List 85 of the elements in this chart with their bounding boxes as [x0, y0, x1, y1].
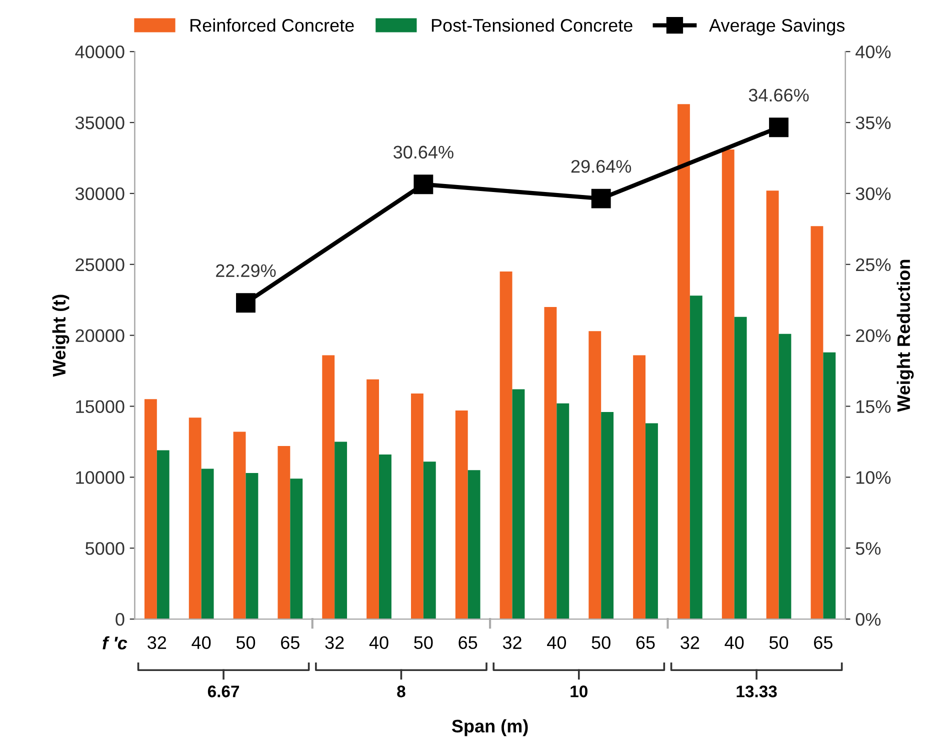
bar: [633, 355, 646, 620]
y2-tick-label: 35%: [856, 116, 891, 130]
x-tick-label: 50: [769, 636, 788, 650]
x-tick-label: 40: [724, 636, 744, 650]
bar: [144, 399, 157, 620]
x-tick-label: 32: [325, 636, 344, 650]
bar: [188, 418, 202, 620]
x-tick-label: 40: [547, 636, 566, 650]
bar: [823, 352, 836, 620]
bar: [379, 454, 392, 620]
legend-label: Reinforced Concrete: [190, 18, 354, 32]
text: 13.33: [736, 686, 777, 698]
y-tick-label: 10000: [76, 471, 124, 484]
y-tick-label: 40000: [75, 46, 124, 58]
y-tick-label: 0: [116, 613, 124, 626]
y2-tick-label: 5%: [856, 542, 881, 555]
bar: [156, 450, 170, 620]
x-tick-label: 40: [369, 636, 388, 650]
point: [591, 188, 611, 208]
bar: [778, 334, 792, 620]
bar: [500, 271, 512, 620]
bar: [290, 478, 303, 620]
y2-tick-label: 10%: [856, 471, 891, 484]
bar: [810, 226, 824, 620]
bar: [646, 423, 658, 620]
data-label: 30.64%: [393, 146, 454, 159]
bar: [278, 446, 290, 620]
y-tick-label: 30000: [75, 187, 124, 200]
data-label: 34.66%: [748, 88, 809, 102]
x-axis-title: Span (m): [452, 719, 528, 736]
y2-tick-label: 25%: [856, 258, 891, 272]
bar: [423, 462, 436, 620]
point: [769, 118, 788, 138]
text: 10: [570, 686, 588, 698]
y-axis-title: Weight (t): [52, 294, 70, 377]
bar: [601, 412, 614, 620]
x-tick-label: 65: [281, 636, 300, 650]
bar: [201, 468, 214, 620]
y2-tick-label: 15%: [856, 400, 891, 413]
bar: [588, 331, 602, 620]
y-tick-label: 15000: [76, 400, 124, 413]
bar: [410, 394, 424, 620]
legend-label: Post-Tensioned Concrete: [432, 18, 632, 32]
x-tick-label: 32: [148, 636, 166, 650]
data-label: 22.29%: [216, 264, 276, 278]
text: 6.67: [208, 686, 240, 698]
y2-tick-label: 0%: [856, 613, 881, 626]
y-tick-label: 35000: [75, 116, 124, 130]
x-tick-label: 65: [458, 636, 478, 650]
bar: [690, 296, 702, 620]
x-tick-label: 50: [236, 636, 256, 650]
bar: [734, 316, 747, 620]
bar: [512, 389, 525, 620]
bar: [766, 190, 779, 620]
y-tick-label: 20000: [76, 329, 124, 342]
legend-label: Average Savings: [709, 18, 845, 36]
y2-axis-title: Weight Reduction: [896, 260, 914, 412]
bar: [322, 355, 335, 620]
x-tick-label: 32: [680, 636, 700, 650]
bar: [556, 403, 570, 620]
bar: [722, 149, 734, 620]
text: f ′c: [102, 636, 128, 650]
x-tick-label: 50: [414, 636, 433, 650]
bar: [468, 470, 480, 620]
x-tick-label: 65: [814, 636, 832, 650]
y-tick-label: 25000: [76, 258, 124, 272]
bar: [233, 432, 246, 620]
bar: [334, 442, 348, 620]
point: [236, 293, 256, 313]
y2-tick-label: 40%: [856, 46, 891, 58]
x-tick-label: 40: [192, 636, 211, 650]
bar: [544, 306, 557, 620]
y-tick-label: 5000: [86, 542, 124, 555]
bar: [246, 472, 258, 620]
y2-tick-label: 30%: [856, 187, 891, 200]
x-tick-label: 32: [502, 636, 522, 650]
x-tick-label: 65: [636, 636, 655, 650]
y2-tick-label: 20%: [856, 329, 891, 342]
bar: [677, 104, 690, 620]
data-label: 29.64%: [571, 160, 632, 173]
x-tick-label: 50: [592, 636, 610, 650]
bar: [366, 379, 380, 620]
text: 8: [397, 686, 406, 698]
bar: [455, 410, 468, 620]
point: [414, 174, 434, 194]
